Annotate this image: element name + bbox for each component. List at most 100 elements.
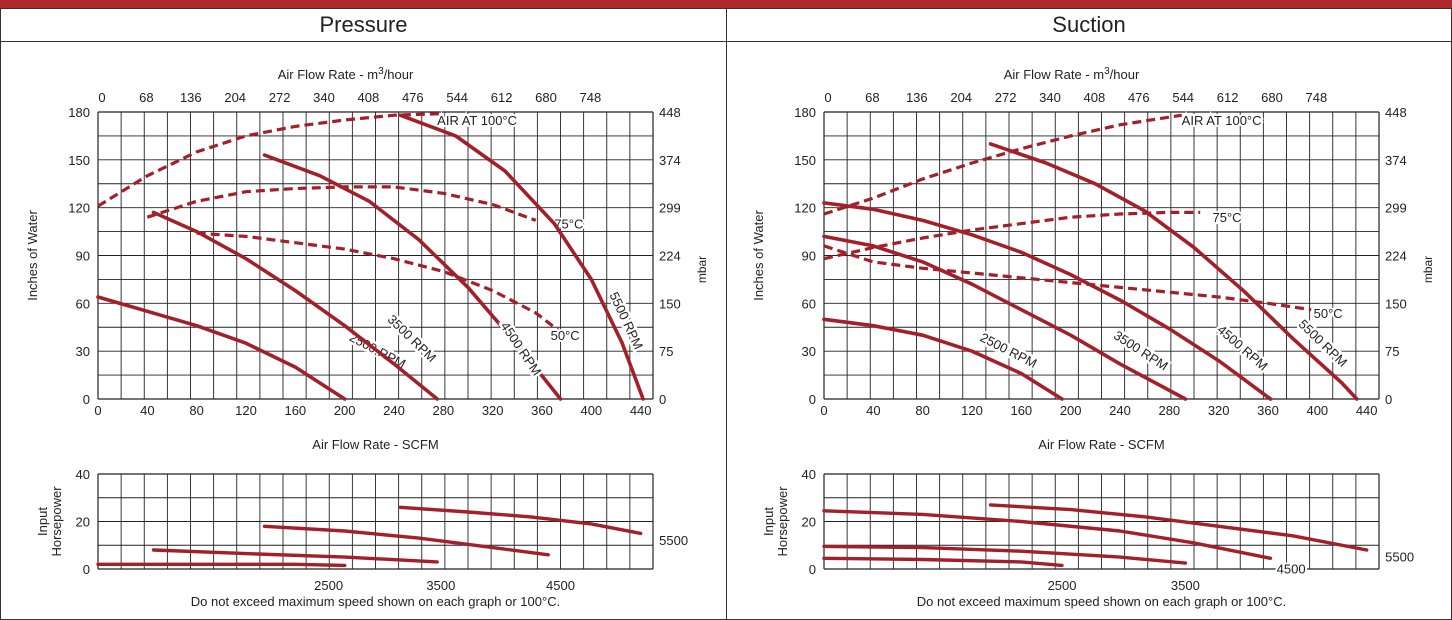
hp-line-5500 bbox=[398, 505, 643, 536]
x-tick-label: 440 bbox=[1356, 403, 1378, 418]
y-tick-label: 150 bbox=[794, 153, 816, 168]
top-tick-label: 612 bbox=[491, 90, 513, 105]
x-tick-label: 80 bbox=[915, 403, 929, 418]
hp-y-label-line-1: Input bbox=[761, 507, 776, 536]
hp-y-tick-label: 20 bbox=[802, 515, 816, 530]
x-axis-label: Air Flow Rate - SCFM bbox=[1038, 437, 1164, 452]
x-tick-label: 440 bbox=[630, 403, 652, 418]
suction-title: Suction bbox=[727, 9, 1451, 42]
y-tick-label: 90 bbox=[76, 249, 90, 264]
limit-curve-75-c bbox=[146, 185, 537, 222]
y2-tick-label: 0 bbox=[1385, 392, 1392, 407]
hp-y-tick-label: 40 bbox=[76, 467, 90, 482]
y-tick-label: 30 bbox=[76, 344, 90, 359]
top-tick-label: 680 bbox=[535, 90, 557, 105]
series-line-2500-rpm bbox=[96, 295, 347, 401]
top-tick-label: 408 bbox=[1084, 90, 1106, 105]
x-tick-label: 120 bbox=[961, 403, 983, 418]
x-tick-label: 120 bbox=[235, 403, 257, 418]
hp-line-3500 bbox=[151, 548, 439, 564]
y2-tick-label: 374 bbox=[659, 153, 681, 168]
x-tick-label: 320 bbox=[1208, 403, 1230, 418]
pressure-title: Pressure bbox=[1, 9, 726, 42]
hp-label-4500: 4500 bbox=[546, 578, 575, 593]
pressure-panel: Pressure Air Flow Rate - m3/hour 0 68 136 20… bbox=[0, 8, 727, 620]
top-tick-label: 204 bbox=[224, 90, 246, 105]
hp-line-5500 bbox=[988, 503, 1369, 552]
top-tick-label: 408 bbox=[358, 90, 380, 105]
top-tick-label: 272 bbox=[995, 90, 1017, 105]
top-tick-label: 204 bbox=[950, 90, 972, 105]
limit-label-air-at-100-c: AIR AT 100°C bbox=[437, 113, 517, 128]
series-label-3500-rpm: 3500 RPM bbox=[1111, 328, 1171, 374]
y-tick-label: 90 bbox=[802, 249, 816, 264]
x-tick-label: 200 bbox=[1060, 403, 1082, 418]
x-tick-label: 360 bbox=[1257, 403, 1279, 418]
top-tick-label: 340 bbox=[313, 90, 335, 105]
series-line-3500-rpm bbox=[151, 210, 439, 401]
y-tick-label: 0 bbox=[809, 392, 816, 407]
top-tick-label: 68 bbox=[865, 90, 879, 105]
hp-label-4500: 4500 bbox=[1277, 562, 1306, 577]
hp-line-4500 bbox=[822, 509, 1273, 560]
hp-label-3500: 3500 bbox=[1171, 578, 1200, 593]
y-tick-label: 60 bbox=[76, 296, 90, 311]
top-tick-label: 272 bbox=[269, 90, 291, 105]
x-tick-label: 160 bbox=[284, 403, 306, 418]
top-tick-label: 0 bbox=[824, 90, 831, 105]
series-line-3500-rpm bbox=[822, 234, 1188, 401]
hp-label-5500: 5500 bbox=[659, 533, 688, 548]
y-axis-label: Inches of Water bbox=[25, 210, 40, 301]
hp-y-tick-label: 40 bbox=[802, 467, 816, 482]
series-line-4500-rpm bbox=[262, 153, 563, 401]
x-tick-label: 0 bbox=[820, 403, 827, 418]
y2-tick-label: 448 bbox=[1385, 105, 1407, 120]
limit-curve-air-at-100-c bbox=[97, 112, 444, 208]
y2-tick-label: 224 bbox=[659, 249, 681, 264]
y-tick-label: 60 bbox=[802, 296, 816, 311]
pressure-chart: Air Flow Rate - m3/hour 0 68 136 204 272 340 40… bbox=[25, 66, 709, 609]
y-tick-label: 120 bbox=[68, 201, 90, 216]
x-tick-label: 280 bbox=[1158, 403, 1180, 418]
limit-label-50-c: 50°C bbox=[551, 328, 580, 343]
limit-curve-50-c bbox=[823, 244, 1312, 312]
x-tick-label: 40 bbox=[140, 403, 154, 418]
y2-tick-label: 150 bbox=[659, 296, 681, 311]
x-tick-label: 280 bbox=[432, 403, 454, 418]
x-tick-label: 360 bbox=[531, 403, 553, 418]
hp-y-tick-label: 0 bbox=[809, 562, 816, 577]
hp-y-label-line-2: Horsepower bbox=[49, 486, 64, 557]
y-tick-label: 0 bbox=[83, 392, 90, 407]
top-tick-label: 680 bbox=[1261, 90, 1283, 105]
hp-label-2500: 2500 bbox=[1048, 578, 1077, 593]
hp-y-tick-label: 20 bbox=[76, 515, 90, 530]
header-bar bbox=[0, 0, 1452, 8]
x-tick-label: 40 bbox=[866, 403, 880, 418]
top-tick-label: 136 bbox=[906, 90, 928, 105]
top-tick-label: 612 bbox=[1217, 90, 1239, 105]
y-tick-label: 180 bbox=[794, 105, 816, 120]
top-tick-label: 544 bbox=[1172, 90, 1194, 105]
top-tick-label: 748 bbox=[1306, 90, 1328, 105]
y2-tick-label: 448 bbox=[659, 105, 681, 120]
limit-label-air-at-100-c: AIR AT 100°C bbox=[1182, 113, 1262, 128]
max-speed-note: Do not exceed maximum speed shown on eac… bbox=[191, 594, 560, 609]
x-tick-label: 0 bbox=[94, 403, 101, 418]
top-axis-label: Air Flow Rate - m3/hour bbox=[278, 66, 414, 82]
limit-label-75-c: 75°C bbox=[554, 217, 583, 232]
y2-tick-label: 150 bbox=[1385, 296, 1407, 311]
hp-y-label-line-1: Input bbox=[35, 507, 50, 536]
top-tick-label: 68 bbox=[139, 90, 153, 105]
y2-tick-label: 75 bbox=[659, 344, 673, 359]
series-line-5500-rpm bbox=[988, 142, 1359, 401]
y2-axis-label: mbar bbox=[1421, 256, 1435, 283]
x-tick-label: 240 bbox=[1109, 403, 1131, 418]
series-line-2500-rpm bbox=[822, 317, 1064, 401]
y2-tick-label: 0 bbox=[659, 392, 666, 407]
top-tick-label: 136 bbox=[180, 90, 202, 105]
suction-chart: Air Flow Rate - m3/hour 0 68 136 204 272 340 40… bbox=[751, 66, 1435, 609]
top-tick-label: 476 bbox=[402, 90, 424, 105]
y-axis-label: Inches of Water bbox=[751, 210, 766, 301]
max-speed-note: Do not exceed maximum speed shown on eac… bbox=[917, 594, 1286, 609]
top-tick-label: 340 bbox=[1039, 90, 1061, 105]
